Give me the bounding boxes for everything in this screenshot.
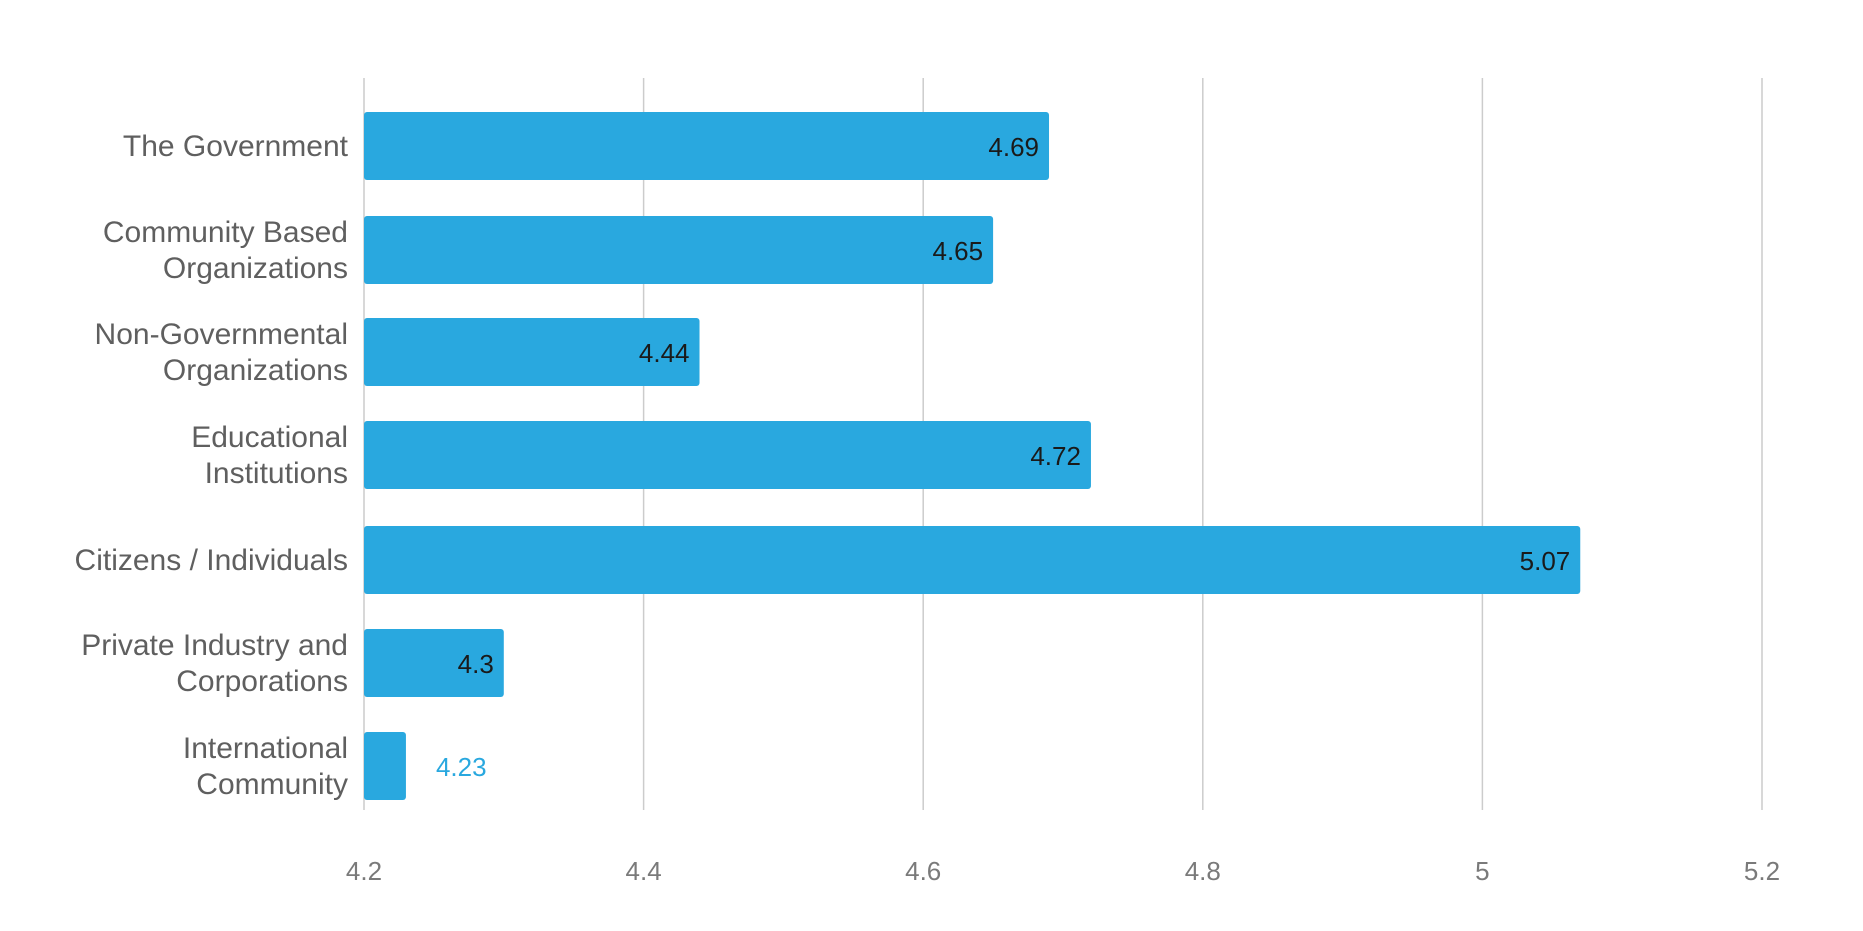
bar-6	[364, 732, 406, 800]
bar-0	[364, 112, 1050, 180]
category-label: Private Industry and	[81, 629, 348, 662]
category-label: Organizations	[163, 252, 348, 285]
x-tick-label: 4.2	[346, 856, 382, 886]
bar-4	[364, 526, 1581, 594]
category-label: The Government	[123, 130, 349, 163]
bars	[364, 112, 1581, 800]
category-label: Organizations	[163, 354, 348, 387]
category-label: Community Based	[103, 216, 348, 249]
value-label: 5.07	[1520, 546, 1571, 576]
category-label: Non-Governmental	[95, 318, 348, 351]
value-label: 4.69	[988, 132, 1039, 162]
x-tick-label: 4.8	[1185, 856, 1221, 886]
value-label: 4.72	[1030, 441, 1081, 471]
bar-5	[364, 629, 504, 697]
category-label: Community	[196, 768, 348, 801]
category-label: International	[183, 732, 348, 765]
x-tick-label: 5	[1475, 856, 1489, 886]
x-tick-label: 4.4	[626, 856, 662, 886]
category-label: Corporations	[176, 665, 348, 698]
bar-3	[364, 421, 1091, 489]
category-label: Institutions	[205, 457, 348, 490]
x-tick-label: 5.2	[1744, 856, 1780, 886]
value-label: 4.65	[932, 236, 983, 266]
value-label: 4.3	[458, 649, 494, 679]
x-axis-tick-labels: 4.2 4.4 4.6 4.8 5 5.2	[346, 856, 1780, 886]
category-label: Educational	[191, 421, 348, 454]
x-tick-label: 4.6	[905, 856, 941, 886]
value-label: 4.23	[436, 752, 487, 782]
bar-1	[364, 216, 994, 284]
value-label: 4.44	[639, 338, 690, 368]
value-labels: 4.69 4.65 4.44 4.72 5.07 4.3 4.23	[436, 132, 1570, 782]
bar-2	[364, 318, 700, 386]
category-label: Citizens / Individuals	[75, 544, 348, 577]
